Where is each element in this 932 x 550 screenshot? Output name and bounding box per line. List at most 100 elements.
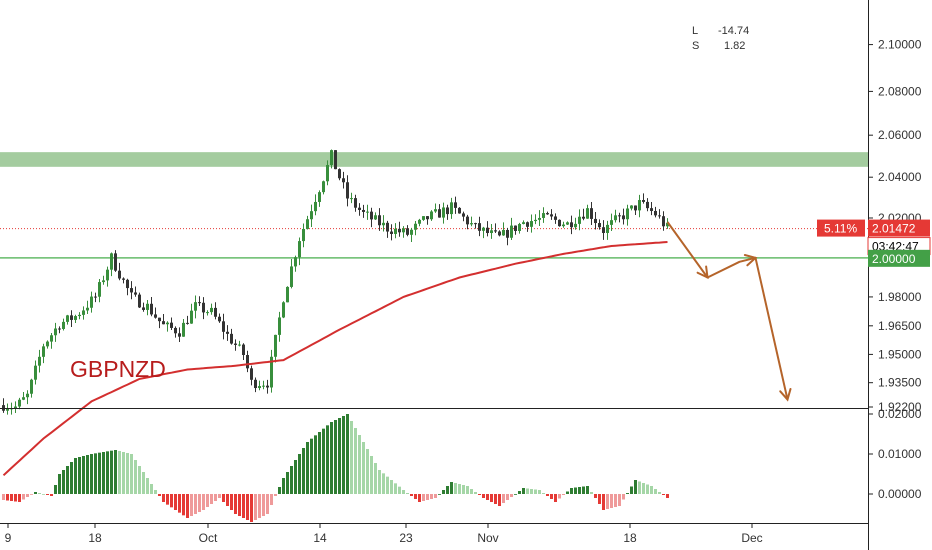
histogram-bar [482, 494, 485, 498]
candle [458, 207, 461, 214]
histogram-bar [62, 470, 65, 494]
histogram-bar [74, 458, 77, 494]
histogram-bar [594, 494, 597, 498]
histogram-bar [46, 494, 49, 495]
histogram-bar [450, 482, 453, 494]
histogram-bar [590, 492, 593, 494]
legend: L -14.74 S 1.82 [692, 25, 749, 52]
candle [334, 150, 337, 170]
histogram-bar [374, 463, 377, 494]
histogram-bar [310, 438, 313, 494]
candle [426, 215, 429, 225]
histogram-bar [178, 494, 181, 513]
price-axis[interactable]: 2.100002.080002.060002.040002.020001.980… [868, 38, 922, 414]
candle [394, 223, 397, 239]
histogram-bar [426, 494, 429, 500]
time-tick-label: 14 [313, 531, 327, 545]
candle [430, 210, 433, 221]
histogram-bar [26, 494, 29, 497]
histogram-bar [530, 489, 533, 494]
candle [278, 311, 281, 342]
price-pane: GBPNZD L -14.74 S 1.82 [0, 25, 868, 477]
time-tick-label: Oct [199, 531, 218, 545]
histogram-bar [234, 494, 237, 514]
candle [350, 192, 353, 204]
histogram-bar [654, 489, 657, 494]
time-axis[interactable]: 9 18 Oct 14 23 Nov 18 Dec [5, 523, 763, 545]
candle [110, 252, 113, 277]
candle [642, 193, 645, 204]
candle [2, 398, 5, 413]
histogram-bar [42, 494, 45, 495]
price-tick-label: 1.96500 [878, 319, 922, 333]
histogram-bar [150, 484, 153, 494]
histogram-bar [458, 484, 461, 494]
candle [534, 214, 537, 225]
candle [262, 380, 265, 390]
candle [202, 297, 205, 320]
candle [94, 292, 97, 303]
candle [190, 303, 193, 324]
histogram-bar [270, 494, 273, 505]
candle [26, 390, 29, 405]
candle [510, 217, 513, 240]
histogram-bar [414, 494, 417, 499]
time-tick-label: Nov [477, 531, 498, 545]
support-tag: 2.00000 [868, 249, 930, 267]
candle [634, 205, 637, 216]
histogram-bar [494, 494, 497, 504]
histogram-bar [470, 489, 473, 494]
histogram-bar [554, 494, 557, 502]
histogram-bar [246, 494, 249, 520]
histogram-bar [206, 494, 209, 507]
candle [658, 209, 661, 219]
candle [378, 208, 381, 231]
candle [470, 216, 473, 227]
candle [662, 211, 665, 231]
histogram-bar [478, 494, 481, 495]
histogram-bar [506, 494, 509, 500]
histogram-bar [502, 494, 505, 503]
candle [618, 212, 621, 223]
histogram-bar [298, 454, 301, 494]
histogram-bar [398, 486, 401, 494]
histogram-bar [134, 460, 137, 494]
candle [630, 205, 633, 211]
candle [214, 302, 217, 320]
histogram-bar [130, 454, 133, 494]
price-tick-label: 2.04000 [878, 170, 922, 184]
candle [98, 278, 101, 303]
histogram-bar [86, 455, 89, 494]
candle [598, 219, 601, 230]
support-price-tag [868, 249, 930, 267]
histogram-bar [354, 428, 357, 494]
histogram-bar [122, 452, 125, 494]
candle [570, 215, 573, 235]
histogram-bar [490, 494, 493, 502]
histogram-bar [118, 451, 121, 494]
histogram-bar [82, 456, 85, 494]
candle [626, 204, 629, 226]
oscillator-tick-label: 0.01000 [878, 447, 922, 461]
histogram-bar [110, 450, 113, 494]
candle [342, 171, 345, 189]
candle [386, 220, 389, 238]
oscillator-axis[interactable]: 0.02000 0.01000 0.00000 [868, 407, 922, 501]
candle [42, 343, 45, 364]
histogram-bar [242, 494, 245, 518]
histogram-bar [442, 490, 445, 494]
candles [2, 149, 669, 415]
histogram-bar [410, 494, 413, 496]
histogram-bar [618, 494, 621, 506]
time-tick-label: 23 [399, 531, 413, 545]
candle [438, 204, 441, 218]
histogram-bar [486, 494, 489, 500]
histogram-bar [142, 472, 145, 494]
histogram-bar [18, 494, 21, 502]
candle [442, 202, 445, 224]
histogram-bar [314, 435, 317, 494]
histogram-bar [402, 490, 405, 494]
histogram-bar [258, 494, 261, 518]
candle [282, 301, 285, 319]
histogram-bar [430, 494, 433, 499]
